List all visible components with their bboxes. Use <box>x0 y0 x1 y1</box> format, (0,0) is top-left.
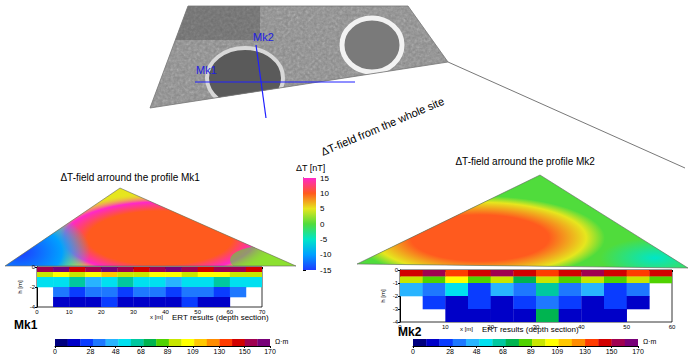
svg-text:48: 48 <box>473 348 481 355</box>
svg-text:150: 150 <box>606 348 618 355</box>
svg-text:-15: -15 <box>320 266 332 275</box>
svg-text:20: 20 <box>98 309 105 315</box>
svg-text:70: 70 <box>259 309 266 315</box>
svg-text:x [m]: x [m] <box>460 326 473 332</box>
svg-text:30: 30 <box>533 324 540 330</box>
svg-text:Mk1: Mk1 <box>14 318 38 332</box>
svg-text:150: 150 <box>239 348 251 355</box>
svg-text:0: 0 <box>398 324 402 330</box>
svg-text:10: 10 <box>442 324 449 330</box>
svg-text:-4: -4 <box>392 319 398 325</box>
svg-text:h [m]: h [m] <box>17 280 23 294</box>
svg-text:ΔT [nT]: ΔT [nT] <box>296 163 325 173</box>
svg-text:0: 0 <box>411 348 415 355</box>
svg-text:130: 130 <box>579 348 591 355</box>
svg-text:ΔT-field arround the profile M: ΔT-field arround the profile Mk2 <box>455 156 595 167</box>
svg-text:130: 130 <box>214 348 226 355</box>
svg-text:0: 0 <box>35 309 39 315</box>
svg-text:60: 60 <box>227 309 234 315</box>
svg-text:-2: -2 <box>30 284 36 290</box>
svg-text:ERT results (depth section): ERT results (depth section) <box>172 313 269 322</box>
svg-text:109: 109 <box>551 348 563 355</box>
svg-text:40: 40 <box>578 324 585 330</box>
svg-text:30: 30 <box>130 309 137 315</box>
svg-text:170: 170 <box>632 348 644 355</box>
svg-text:Mk2: Mk2 <box>398 325 422 339</box>
svg-text:h [m]: h [m] <box>380 289 386 303</box>
svg-text:-10: -10 <box>320 250 332 259</box>
svg-text:0: 0 <box>320 220 325 229</box>
svg-text:Ω·m: Ω·m <box>275 338 289 345</box>
svg-text:20: 20 <box>487 324 494 330</box>
svg-text:89: 89 <box>527 348 535 355</box>
svg-text:50: 50 <box>623 324 630 330</box>
svg-text:15: 15 <box>320 174 329 183</box>
svg-text:89: 89 <box>164 348 172 355</box>
svg-text:ΔT-field arround the profile M: ΔT-field arround the profile Mk1 <box>60 172 200 183</box>
svg-text:10: 10 <box>66 309 73 315</box>
svg-text:28: 28 <box>446 348 454 355</box>
svg-text:0: 0 <box>32 264 36 270</box>
svg-text:-1: -1 <box>393 280 399 286</box>
svg-text:-2: -2 <box>393 293 399 299</box>
svg-text:x [m]: x [m] <box>150 314 163 320</box>
svg-text:-5: -5 <box>320 235 328 244</box>
svg-text:40: 40 <box>162 309 169 315</box>
svg-text:Mk2: Mk2 <box>253 31 274 43</box>
svg-text:Mk1: Mk1 <box>196 64 217 76</box>
svg-text:68: 68 <box>137 348 145 355</box>
svg-text:5: 5 <box>320 204 325 213</box>
svg-text:60: 60 <box>669 324 676 330</box>
svg-text:Ω·m: Ω·m <box>643 338 657 345</box>
svg-text:0: 0 <box>53 348 57 355</box>
svg-text:0: 0 <box>395 267 399 273</box>
svg-text:10: 10 <box>320 189 329 198</box>
svg-text:50: 50 <box>194 309 201 315</box>
svg-text:109: 109 <box>187 348 199 355</box>
svg-text:-3: -3 <box>393 306 399 312</box>
svg-text:48: 48 <box>112 348 120 355</box>
svg-text:28: 28 <box>87 348 95 355</box>
svg-text:170: 170 <box>264 348 276 355</box>
svg-text:68: 68 <box>499 348 507 355</box>
svg-text:ΔT-field from the whole site: ΔT-field from the whole site <box>319 95 446 158</box>
svg-text:-4: -4 <box>29 304 35 310</box>
svg-text:ERT results (depth section): ERT results (depth section) <box>482 325 579 334</box>
